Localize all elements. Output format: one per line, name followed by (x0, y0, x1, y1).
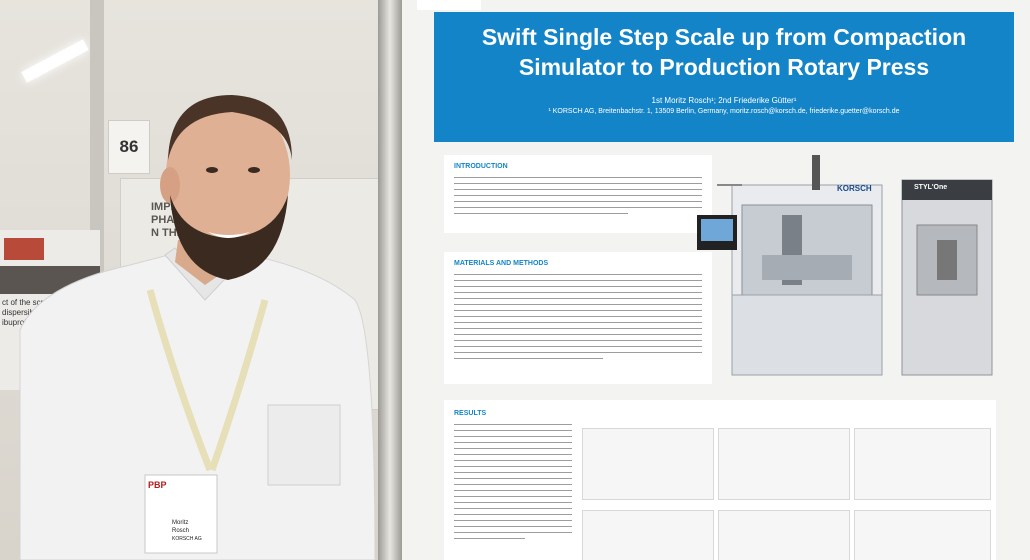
poster-header: Swift Single Step Scale up from Compacti… (434, 12, 1014, 142)
badge-name: Moritz (172, 520, 189, 526)
styl-one-brand-label: STYL'One (914, 184, 948, 191)
introduction-section: INTRODUCTION (444, 155, 712, 233)
booth-number-sign: 86 (108, 120, 150, 174)
poster-title: Swift Single Step Scale up from Compacti… (481, 24, 967, 80)
presenter-person (19, 95, 376, 560)
materials-section: MATERIALS AND METHODS (444, 252, 712, 384)
poster-red-bar (4, 238, 44, 260)
scientific-poster: Swift Single Step Scale up from Compacti… (402, 0, 1030, 560)
result-graph-4 (582, 510, 714, 560)
result-graph-1 (582, 428, 714, 500)
poster-board-frame (378, 0, 402, 560)
result-graph-2 (718, 428, 850, 500)
poster-authors: 1st Moritz Rosch¹; 2nd Friederike Gütter… (651, 96, 797, 105)
badge-event-label: PBP (148, 480, 167, 490)
result-graph-5 (718, 510, 850, 560)
badge-surname: Rosch (172, 528, 190, 534)
result-graph-6 (854, 510, 991, 560)
poster-affiliation: ¹ KORSCH AG, Breitenbachstr. 1, 13509 Be… (548, 108, 900, 115)
tablet-press-illustration (697, 155, 993, 376)
poster-id-tag (417, 0, 481, 10)
results-heading: RESULTS (454, 410, 487, 417)
machine-brand-label: KORSCH (837, 184, 872, 193)
result-graph-3 (854, 428, 991, 500)
results-text (454, 424, 572, 539)
results-section: RESULTS (444, 400, 996, 560)
badge-company: KORSCH AG (172, 536, 202, 542)
